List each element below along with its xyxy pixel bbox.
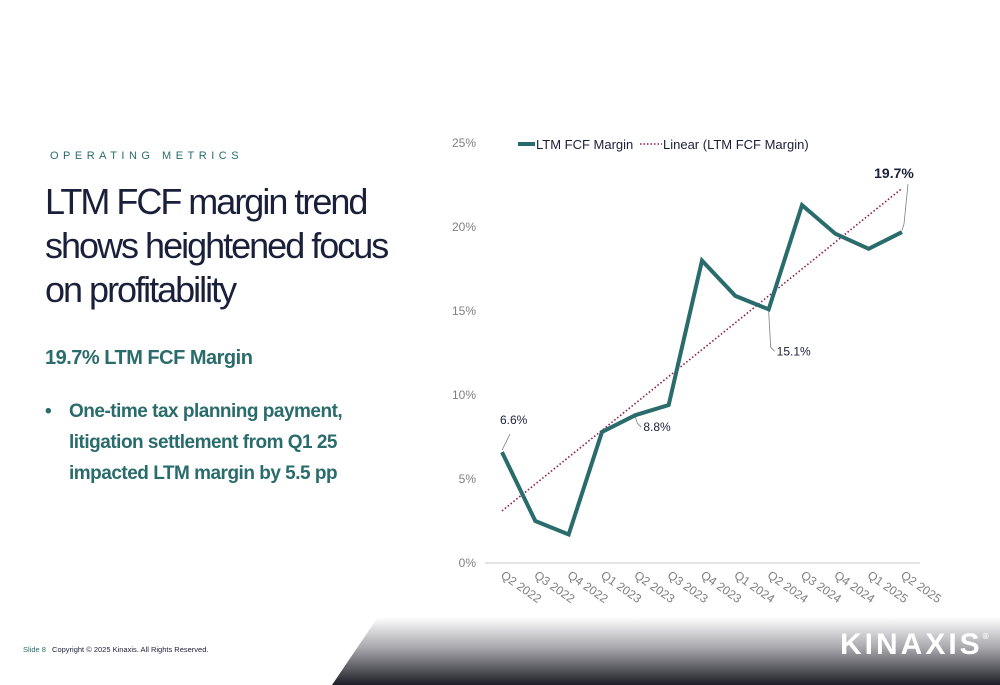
section-eyebrow: OPERATING METRICS xyxy=(50,150,244,162)
footer-gradient-shape xyxy=(332,617,1000,685)
y-tick-label: 15% xyxy=(452,304,476,318)
trend-line-group xyxy=(501,187,903,512)
bullet-point: • One-time tax planning payment, litigat… xyxy=(45,396,405,489)
fcf-margin-chart: 0%5%10%15%20%25% 6.6%8.8%15.1%19.7% Q2 2… xyxy=(452,136,944,606)
y-tick-label: 25% xyxy=(452,136,476,150)
data-label: 19.7% xyxy=(874,165,914,181)
data-label-leader xyxy=(768,311,775,352)
data-label-leader xyxy=(501,433,511,451)
legend-label-linear: Linear (LTM FCF Margin) xyxy=(663,137,809,152)
bullet-dot-icon: • xyxy=(45,401,52,422)
footer: Slide 8 Copyright © 2025 Kinaxis. All Ri… xyxy=(23,645,208,654)
y-tick-label: 0% xyxy=(459,556,477,570)
headline-line: LTM FCF margin trend xyxy=(45,181,368,222)
headline: LTM FCF margin trend shows heightened fo… xyxy=(45,180,425,312)
y-tick-label: 20% xyxy=(452,220,476,234)
bullet-line: impacted LTM margin by 5.5 pp xyxy=(69,463,338,484)
bullet-line: One-time tax planning payment, xyxy=(69,401,343,422)
bullet-line: litigation settlement from Q1 25 xyxy=(69,432,338,453)
logo-text: KINAXIS xyxy=(840,628,983,661)
bullet-text: One-time tax planning payment, litigatio… xyxy=(45,396,405,489)
slide-number: Slide 8 xyxy=(23,645,46,654)
subhead: 19.7% LTM FCF Margin xyxy=(45,347,253,369)
y-axis-labels: 0% 5% 10% 15% 20% 25% xyxy=(452,136,476,570)
legend-label-ltm: LTM FCF Margin xyxy=(536,137,633,152)
data-label-leader xyxy=(634,417,642,428)
kinaxis-logo: KINAXIS® xyxy=(840,628,989,662)
data-labels: 6.6% 8.8% 15.1% 19.7% xyxy=(500,165,914,451)
headline-line: shows heightened focus xyxy=(45,225,389,266)
legend: LTM FCF Margin Linear (LTM FCF Margin) xyxy=(518,137,809,152)
registered-mark: ® xyxy=(982,632,989,641)
copyright: Copyright © 2025 Kinaxis. All Rights Res… xyxy=(52,645,209,654)
y-tick-label: 5% xyxy=(459,472,477,486)
data-label-leader xyxy=(901,184,909,231)
data-label: 8.8% xyxy=(643,420,671,434)
main-line-group xyxy=(500,201,903,538)
y-tick-label: 10% xyxy=(452,388,476,402)
series-linear-trend-line xyxy=(501,187,903,512)
data-label: 15.1% xyxy=(777,344,811,358)
headline-line: on profitability xyxy=(45,269,237,310)
data-label: 6.6% xyxy=(500,413,528,427)
